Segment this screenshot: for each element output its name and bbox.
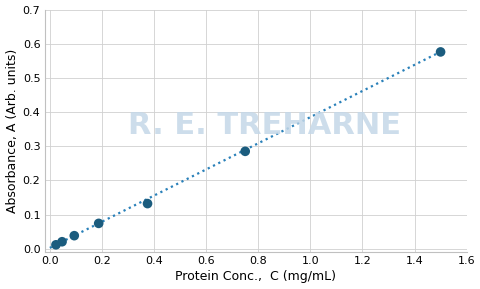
Point: [241, 149, 249, 154]
Point: [52, 242, 60, 247]
Point: [95, 221, 102, 226]
Point: [58, 239, 66, 244]
Point: [144, 201, 151, 206]
Text: R. E. TREHARNE: R. E. TREHARNE: [127, 112, 400, 140]
X-axis label: Protein Conc.,  C (mg/mL): Protein Conc., C (mg/mL): [175, 271, 336, 284]
Point: [70, 233, 78, 238]
Y-axis label: Absorbance, A (Arb. units): Absorbance, A (Arb. units): [6, 49, 19, 213]
Point: [436, 50, 444, 54]
